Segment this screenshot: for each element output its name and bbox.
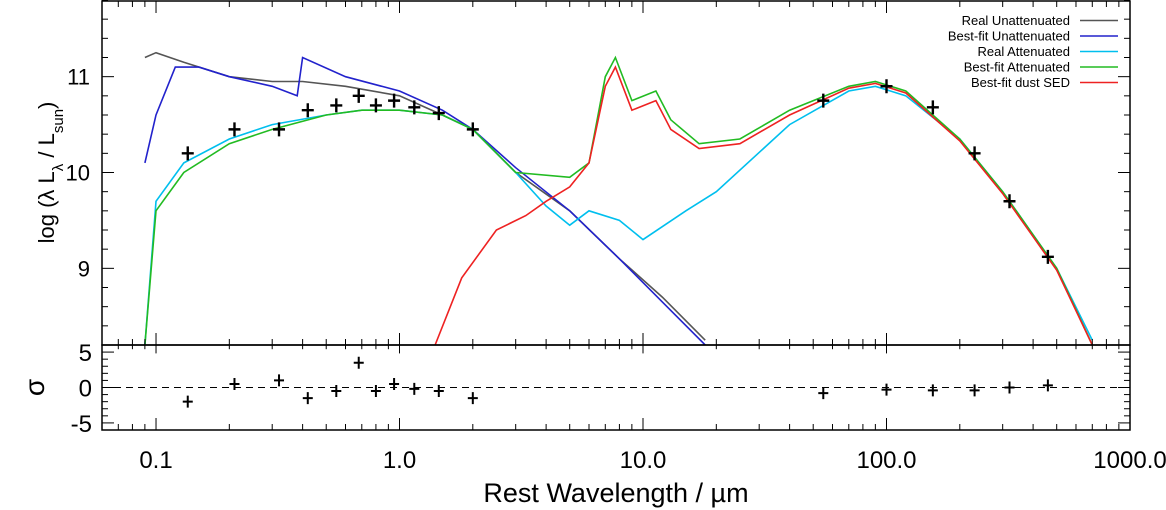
residual-panel-frame (101, 344, 1131, 431)
y-tick-label: 11 (67, 65, 90, 90)
photometry-point (301, 103, 314, 118)
residual-point (409, 382, 420, 395)
residual-point (881, 383, 892, 396)
residual-point (389, 377, 400, 390)
residual-point (353, 356, 364, 369)
x-tick-label: 10.0 (620, 447, 667, 474)
residual-point (302, 392, 313, 405)
y-tick-label: 9 (78, 256, 90, 281)
residual-point (1042, 379, 1053, 392)
res-y-tick-label: 0 (79, 376, 92, 403)
photometry-point (330, 98, 343, 113)
axes: 0.1 1.0 10.0 100.0 1000.0 9 10 11 5 0 -5 Rest Wavel… (19, 0, 1166, 508)
residual-point (1004, 381, 1015, 394)
y-axis-title: log (λ Lλ / Lsun) (34, 102, 67, 244)
legend-label-4: Best-fit dust SED (971, 75, 1070, 90)
photometry-point (388, 93, 401, 108)
sed-lines (144, 51, 1094, 345)
series-line-3 (144, 55, 1094, 345)
residual-point (331, 385, 342, 398)
series-line-4 (434, 65, 1094, 345)
photometry-point (1003, 194, 1016, 209)
photometry-points (181, 79, 1054, 264)
series-line-0 (144, 51, 706, 341)
residual-points (102, 356, 1130, 408)
photometry-point (228, 122, 241, 137)
series-line-1 (144, 56, 706, 345)
photometry-point (817, 93, 830, 108)
legend-label-3: Best-fit Attenuated (964, 60, 1070, 75)
photometry-point (369, 98, 382, 113)
residual-point (182, 395, 193, 408)
photometry-point (273, 122, 286, 137)
photometry-point (1041, 249, 1054, 264)
residual-point (467, 392, 478, 405)
photometry-point (466, 122, 479, 137)
residual-point (818, 387, 829, 400)
residual-point (229, 377, 240, 390)
residual-point (433, 385, 444, 398)
res-y-tick-label: 5 (79, 340, 92, 367)
main-panel-frame (101, 0, 1131, 346)
x-axis-title: Rest Wavelength / µm (483, 478, 748, 508)
x-tick-label: 1000.0 (1093, 447, 1166, 474)
x-tick-label: 0.1 (139, 447, 172, 474)
residual-axis-title: σ (19, 379, 50, 396)
legend-label-2: Real Attenuated (977, 44, 1070, 59)
photometry-point (968, 146, 981, 161)
y-tick-label: 10 (66, 161, 90, 186)
photometry-point (352, 88, 365, 103)
residual-point (274, 374, 285, 387)
photometry-point (408, 100, 421, 115)
photometry-point (880, 79, 893, 94)
res-y-tick-label: -5 (71, 411, 92, 438)
legend-label-0: Real Unattenuated (962, 13, 1070, 28)
photometry-point (181, 146, 194, 161)
x-tick-label: 1.0 (383, 447, 416, 474)
photometry-point (926, 100, 939, 115)
residual-point (370, 385, 381, 398)
residual-point (927, 384, 938, 397)
residual-point (969, 384, 980, 397)
x-tick-label: 100.0 (856, 447, 916, 474)
photometry-point (432, 106, 445, 121)
legend-label-1: Best-fit Unattenuated (948, 29, 1070, 44)
